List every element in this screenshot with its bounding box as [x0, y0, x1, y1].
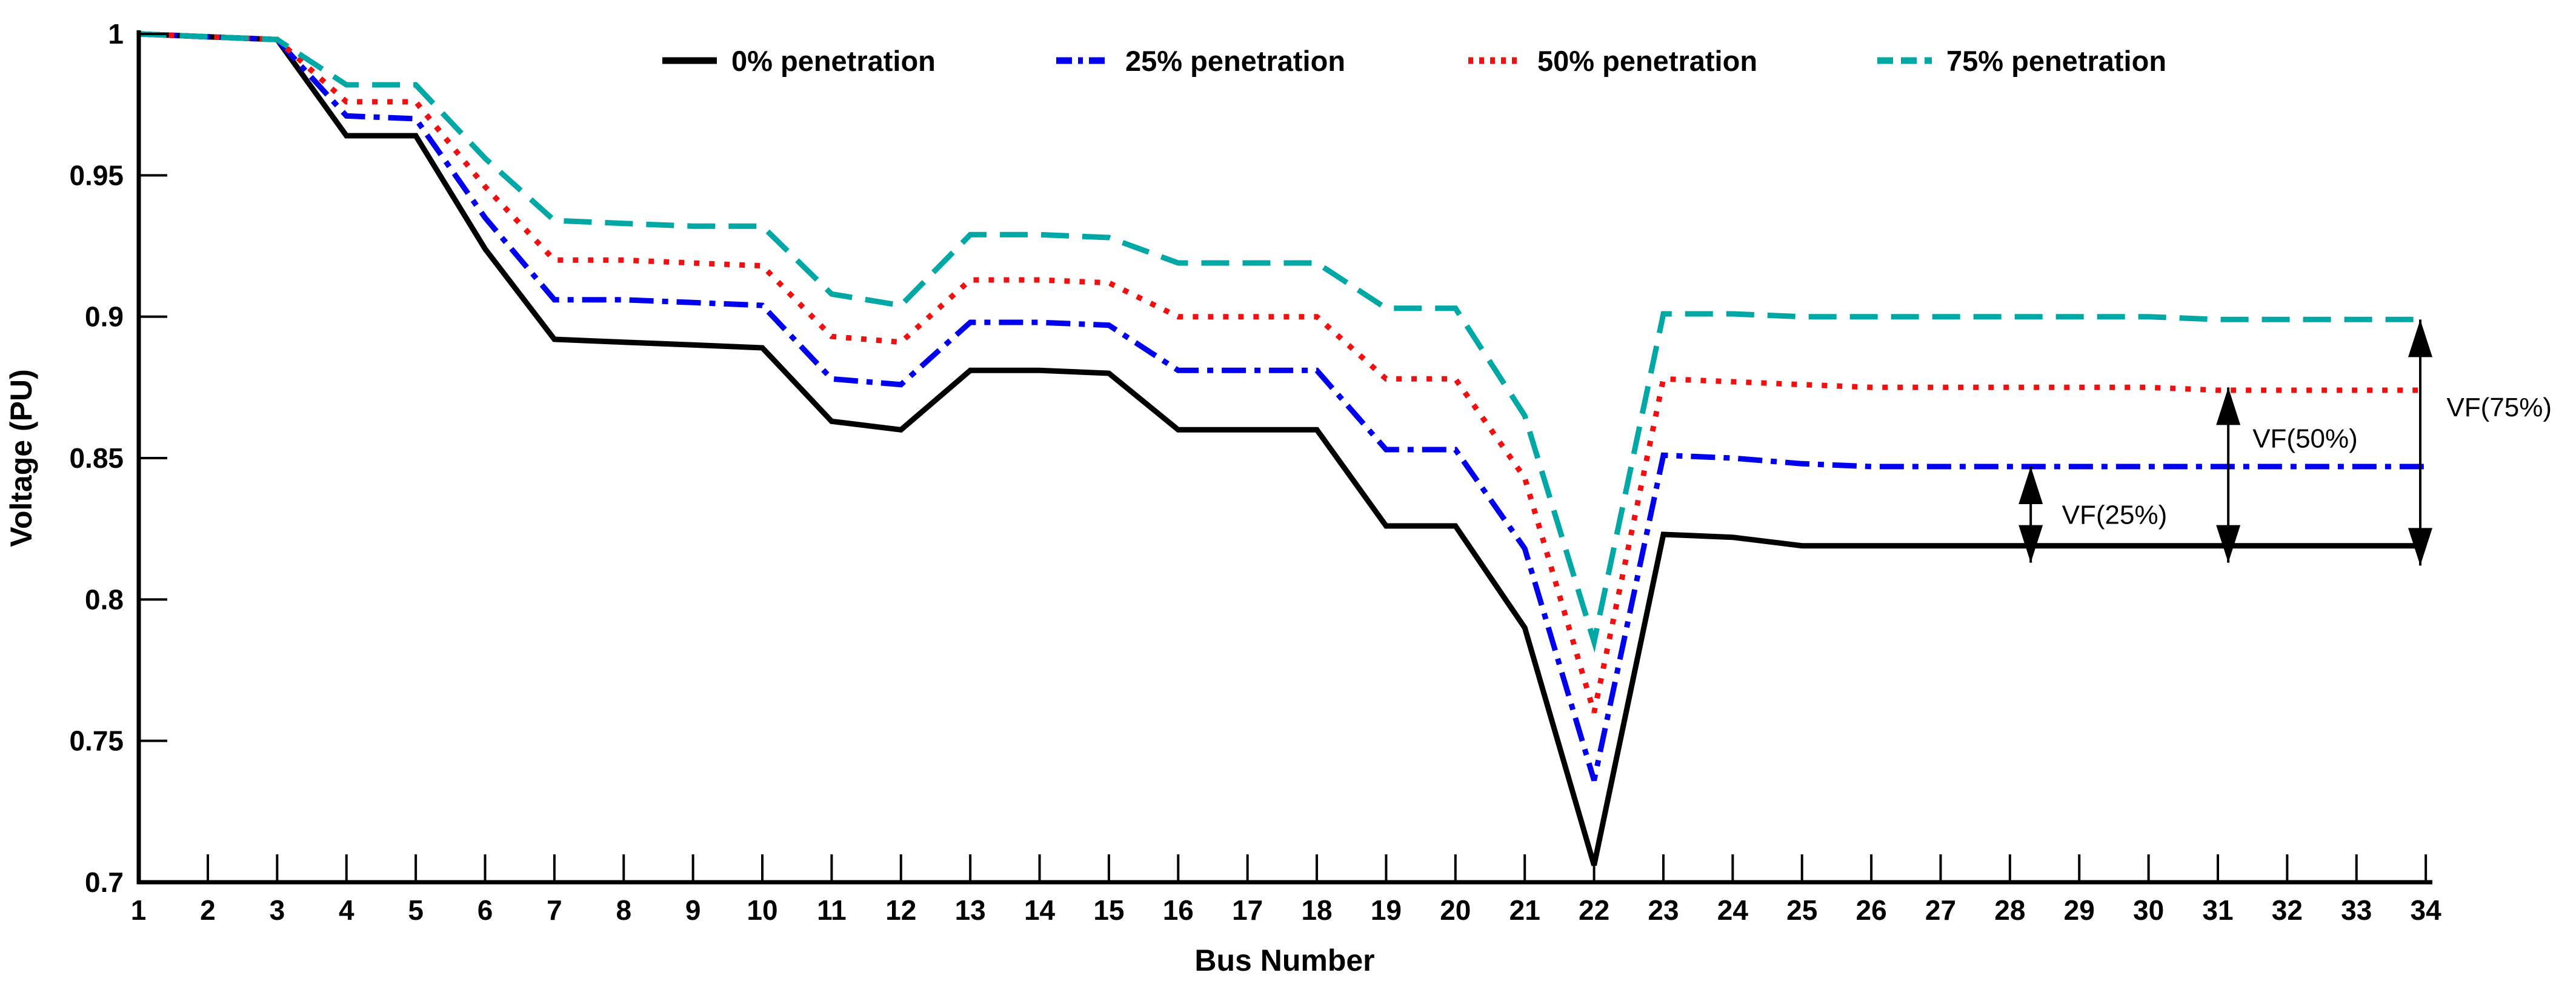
annotation-label: VF(75%) [2446, 393, 2552, 422]
x-tick-label: 17 [1232, 894, 1263, 926]
x-tick-label: 33 [2341, 894, 2372, 926]
series-line-75-penetration [138, 31, 2426, 653]
x-tick-label: 32 [2272, 894, 2303, 926]
x-tick-label: 22 [1579, 894, 1609, 926]
x-tick-label: 10 [747, 894, 777, 926]
x-tick-label: 3 [270, 894, 285, 926]
legend-label: 75% penetration [1946, 45, 2166, 77]
x-tick-label: 2 [200, 894, 216, 926]
annotation-arrowhead-up [2019, 467, 2043, 504]
x-tick-label: 11 [817, 894, 847, 926]
x-tick-label: 8 [616, 894, 631, 926]
x-tick-label: 25 [1786, 894, 1817, 926]
annotation-label: VF(25%) [2062, 500, 2168, 530]
x-tick-label: 19 [1371, 894, 1402, 926]
x-tick-label: 6 [478, 894, 493, 926]
x-tick-label: 15 [1093, 894, 1124, 926]
legend-label: 25% penetration [1125, 45, 1345, 77]
x-tick-label: 20 [1440, 894, 1471, 926]
x-tick-label: 16 [1163, 894, 1194, 926]
series-line-50-penetration [138, 31, 2426, 714]
x-tick-label: 4 [339, 894, 354, 926]
y-tick-label: 0.85 [69, 442, 124, 474]
x-tick-label: 7 [547, 894, 562, 926]
annotation-arrowhead-up [2216, 387, 2241, 425]
legend-label: 0% penetration [731, 45, 936, 77]
x-tick-label: 5 [408, 894, 424, 926]
annotation-arrowhead-down [2408, 528, 2432, 566]
x-tick-label: 13 [955, 894, 986, 926]
legend-group: 0% penetration 25% penetration 50% penetra… [662, 45, 2166, 77]
axes-group [136, 30, 2432, 885]
y-tick-label: 1 [108, 18, 124, 50]
annotation-arrowhead-down [2216, 525, 2241, 563]
annotation-label: VF(50%) [2252, 424, 2358, 453]
series-line-0-penetration [138, 31, 2426, 866]
x-tick-label: 27 [1925, 894, 1956, 926]
x-tick-label: 9 [685, 894, 701, 926]
y-tick-label: 0.75 [69, 725, 124, 757]
y-axis-title: Voltage (PU) [4, 369, 38, 547]
x-tick-label: 34 [2411, 894, 2442, 926]
legend-label: 50% penetration [1537, 45, 1757, 77]
x-tick-label: 14 [1024, 894, 1056, 926]
x-tick-label: 21 [1509, 894, 1540, 926]
series-line-25-penetration [138, 31, 2426, 782]
annotation-arrowhead-down [2019, 525, 2043, 563]
y-tick-label: 0.95 [69, 159, 124, 191]
ticks-group: 10.950.90.850.80.750.71 2 3 4 5 6 7 8 9 10 11 12 13 1… [69, 18, 2441, 926]
annotations-group: VF(25%) VF(50%) VF(75%) [2019, 319, 2552, 566]
x-tick-label: 18 [1301, 894, 1332, 926]
x-tick-label: 23 [1648, 894, 1679, 926]
x-tick-label: 24 [1717, 894, 1749, 926]
y-tick-label: 0.9 [85, 301, 124, 333]
y-tick-label: 0.7 [85, 866, 124, 898]
annotation-arrowhead-up [2408, 319, 2432, 357]
x-tick-label: 26 [1856, 894, 1887, 926]
y-tick-label: 0.8 [85, 584, 124, 615]
x-tick-label: 12 [885, 894, 916, 926]
x-tick-label: 29 [2064, 894, 2095, 926]
x-tick-label: 30 [2133, 894, 2164, 926]
series-group [138, 31, 2426, 866]
x-tick-label: 28 [1994, 894, 2025, 926]
x-tick-label: 1 [131, 894, 147, 926]
x-tick-label: 31 [2202, 894, 2233, 926]
x-axis-title: Bus Number [1194, 943, 1374, 977]
